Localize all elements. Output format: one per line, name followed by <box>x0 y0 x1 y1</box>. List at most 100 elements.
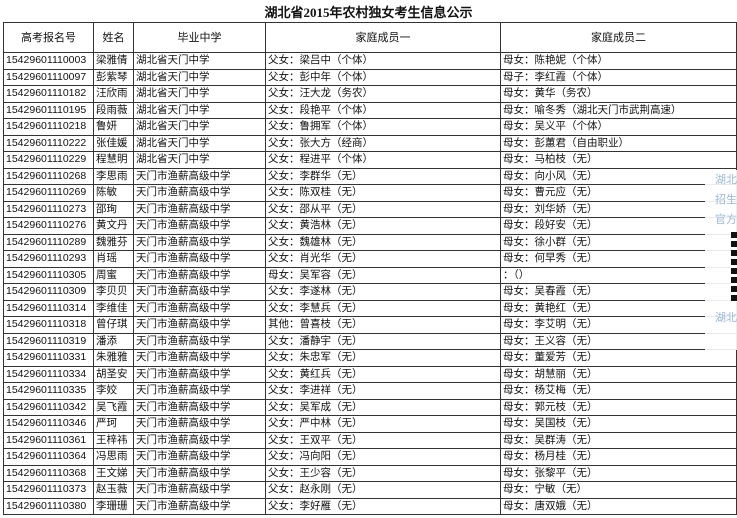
cell-exam-id: 15429601110097 <box>3 68 94 86</box>
cell-family-member-1: 父女：鲁拥军（个体） <box>265 118 501 136</box>
cell-school: 湖北省天门中学 <box>133 68 266 86</box>
cell-exam-id: 15429601110289 <box>3 233 94 251</box>
table-row: 15429601110276 黄文丹 天门市渔薪高级中学 父女：黄浩林（无） 母女：段好… <box>3 217 737 235</box>
cell-family-member-1: 父女：邵从平（无） <box>265 200 501 218</box>
cell-name: 潘添 <box>93 332 134 350</box>
cell-name: 段雨薇 <box>93 101 134 119</box>
cell-family-member-2: 母女：曹元应（无） <box>500 184 737 202</box>
cell-exam-id: 15429601110331 <box>3 349 94 367</box>
cell-school: 天门市渔薪高级中学 <box>133 448 266 466</box>
cell-exam-id: 15429601110364 <box>3 448 94 466</box>
cell-name: 程慧明 <box>93 151 134 169</box>
table-row: 15429601110269 陈敏 天门市渔薪高级中学 父女：陈双桂（无） 母女：曹元应… <box>3 184 737 202</box>
cell-family-member-2: 母女：唐双娥（无） <box>500 497 737 515</box>
info-table: 高考报名号 姓名 毕业中学 家庭成员一 家庭成员二 15429601110003… <box>3 22 737 515</box>
cell-school: 天门市渔薪高级中学 <box>133 349 266 367</box>
cell-exam-id: 15429601110380 <box>3 497 94 515</box>
cell-family-member-1: 父女：汪大龙（务农） <box>265 85 501 103</box>
cell-family-member-2: ：（） <box>500 266 737 284</box>
cell-school: 天门市渔薪高级中学 <box>133 250 266 268</box>
cell-school: 湖北省天门中学 <box>133 101 266 119</box>
cell-exam-id: 15429601110293 <box>3 250 94 268</box>
cell-name: 邵珣 <box>93 200 134 218</box>
table-row: 15429601110182 汪欣雨 湖北省天门中学 父女：汪大龙（务农） 母女：黄华（… <box>3 85 737 103</box>
cell-school: 天门市渔薪高级中学 <box>133 431 266 449</box>
cell-family-member-1: 父女：赵永刚（无） <box>265 481 501 499</box>
table-row: 15429601110319 潘添 天门市渔薪高级中学 父女：潘静宇（无） 母女：王义容… <box>3 332 737 350</box>
cell-family-member-2: 母女：宁敏（无） <box>500 481 737 499</box>
table-row: 15429601110314 李维佳 天门市渔薪高级中学 父女：李慧兵（无） 母女：黄艳… <box>3 299 737 317</box>
cell-exam-id: 15429601110276 <box>3 217 94 235</box>
cell-school: 天门市渔薪高级中学 <box>133 316 266 334</box>
cell-name: 赵玉薇 <box>93 481 134 499</box>
table-row: 15429601110222 张佳媛 湖北省天门中学 父女：张大方（经商） 母女：彭蕙君… <box>3 134 737 152</box>
cell-family-member-1: 父女：李群华（无） <box>265 167 501 185</box>
cell-exam-id: 15429601110346 <box>3 415 94 433</box>
cell-family-member-2: 母女：李艾明（无） <box>500 316 737 334</box>
cell-name: 周蜜 <box>93 266 134 284</box>
page-title: 湖北省2015年农村独女考生信息公示 <box>264 5 473 20</box>
cell-school: 湖北省天门中学 <box>133 118 266 136</box>
cell-name: 严珂 <box>93 415 134 433</box>
cell-exam-id: 15429601110305 <box>3 266 94 284</box>
cell-name: 黄文丹 <box>93 217 134 235</box>
cell-exam-id: 15429601110273 <box>3 200 94 218</box>
cell-exam-id: 15429601110342 <box>3 398 94 416</box>
table-row: 15429601110318 曾仔琪 天门市渔薪高级中学 其他：曾喜枝（无） 母女：李艾… <box>3 316 737 334</box>
cell-name: 李思雨 <box>93 167 134 185</box>
cell-name: 张佳媛 <box>93 134 134 152</box>
table-row: 15429601110003 梁雅倩 湖北省天门中学 父女：梁吕中（个体） 母女：陈艳妮… <box>3 52 737 70</box>
cell-name: 冯思雨 <box>93 448 134 466</box>
cell-family-member-1: 父女：冯向阳（无） <box>265 448 501 466</box>
header-name: 姓名 <box>93 22 134 53</box>
table-row: 15429601110335 李姣 天门市渔薪高级中学 父女：李进祥（无） 母女：杨艾梅… <box>3 382 737 400</box>
cell-school: 天门市渔薪高级中学 <box>133 167 266 185</box>
cell-school: 天门市渔薪高级中学 <box>133 200 266 218</box>
cell-family-member-2: 母女：吴义平（个体） <box>500 118 737 136</box>
cell-family-member-2: 母子：李红霞（个体） <box>500 68 737 86</box>
cell-name: 鲁妍 <box>93 118 134 136</box>
table-row: 15429601110305 周蜜 天门市渔薪高级中学 母女：吴军容（无） ：（） <box>3 266 737 284</box>
cell-school: 湖北省天门中学 <box>133 85 266 103</box>
cell-family-member-2: 母女：马柏枝（无） <box>500 151 737 169</box>
cell-family-member-2: 母女：吴春霞（无） <box>500 283 737 301</box>
table-row: 15429601110309 李贝贝 天门市渔薪高级中学 父女：李遂林（无） 母女：吴春… <box>3 283 737 301</box>
cell-exam-id: 15429601110229 <box>3 151 94 169</box>
table-row: 15429601110346 严珂 天门市渔薪高级中学 父女：严中林（无） 母女：吴国枝… <box>3 415 737 433</box>
table-row: 15429601110342 吴飞霞 天门市渔薪高级中学 父女：吴军成（无） 母女：郭元… <box>3 398 737 416</box>
cell-family-member-2: 母女：郭元枝（无） <box>500 398 737 416</box>
cell-exam-id: 15429601110218 <box>3 118 94 136</box>
table-row: 15429601110380 李珊珊 天门市渔薪高级中学 父女：李好雁（无） 母女：唐双… <box>3 497 737 515</box>
cell-school: 天门市渔薪高级中学 <box>133 481 266 499</box>
cell-family-member-1: 父女：程进平（个体） <box>265 151 501 169</box>
side-float-widget[interactable]: 湖北 招生 官方 湖北 <box>705 170 737 350</box>
cell-family-member-1: 父女：张大方（经商） <box>265 134 501 152</box>
cell-school: 天门市渔薪高级中学 <box>133 464 266 482</box>
cell-school: 天门市渔薪高级中学 <box>133 283 266 301</box>
cell-name: 彭紫琴 <box>93 68 134 86</box>
cell-exam-id: 15429601110195 <box>3 101 94 119</box>
cell-family-member-2: 母女：张黎平（无） <box>500 464 737 482</box>
cell-name: 肖瑶 <box>93 250 134 268</box>
table-row: 15429601110268 李思雨 天门市渔薪高级中学 父女：李群华（无） 母女：向小… <box>3 167 737 185</box>
cell-name: 李贝贝 <box>93 283 134 301</box>
cell-family-member-2: 母女：胡慧丽（无） <box>500 365 737 383</box>
cell-school: 天门市渔薪高级中学 <box>133 184 266 202</box>
table-row: 15429601110289 魏雅芬 天门市渔薪高级中学 父女：魏雄林（无） 母女：徐小… <box>3 233 737 251</box>
cell-exam-id: 15429601110268 <box>3 167 94 185</box>
cell-family-member-2: 母女：彭蕙君（自由职业） <box>500 134 737 152</box>
table-row: 15429601110331 朱雅雅 天门市渔薪高级中学 父女：朱忠军（无） 母女：董爱… <box>3 349 737 367</box>
cell-family-member-2: 母女：黄华（务农） <box>500 85 737 103</box>
table-row: 15429601110364 冯思雨 天门市渔薪高级中学 父女：冯向阳（无） 母女：杨月… <box>3 448 737 466</box>
cell-family-member-1: 父女：黄浩林（无） <box>265 217 501 235</box>
header-school: 毕业中学 <box>133 22 266 53</box>
cell-name: 王梓祎 <box>93 431 134 449</box>
cell-school: 天门市渔薪高级中学 <box>133 299 266 317</box>
table-row: 15429601110229 程慧明 湖北省天门中学 父女：程进平（个体） 母女：马柏枝… <box>3 151 737 169</box>
cell-family-member-1: 父女：李慧兵（无） <box>265 299 501 317</box>
cell-exam-id: 15429601110182 <box>3 85 94 103</box>
cell-exam-id: 15429601110314 <box>3 299 94 317</box>
cell-family-member-1: 父女：潘静宇（无） <box>265 332 501 350</box>
cell-family-member-1: 父女：陈双桂（无） <box>265 184 501 202</box>
table-row: 15429601110368 王文娣 天门市渔薪高级中学 父女：王少容（无） 母女：张黎… <box>3 464 737 482</box>
